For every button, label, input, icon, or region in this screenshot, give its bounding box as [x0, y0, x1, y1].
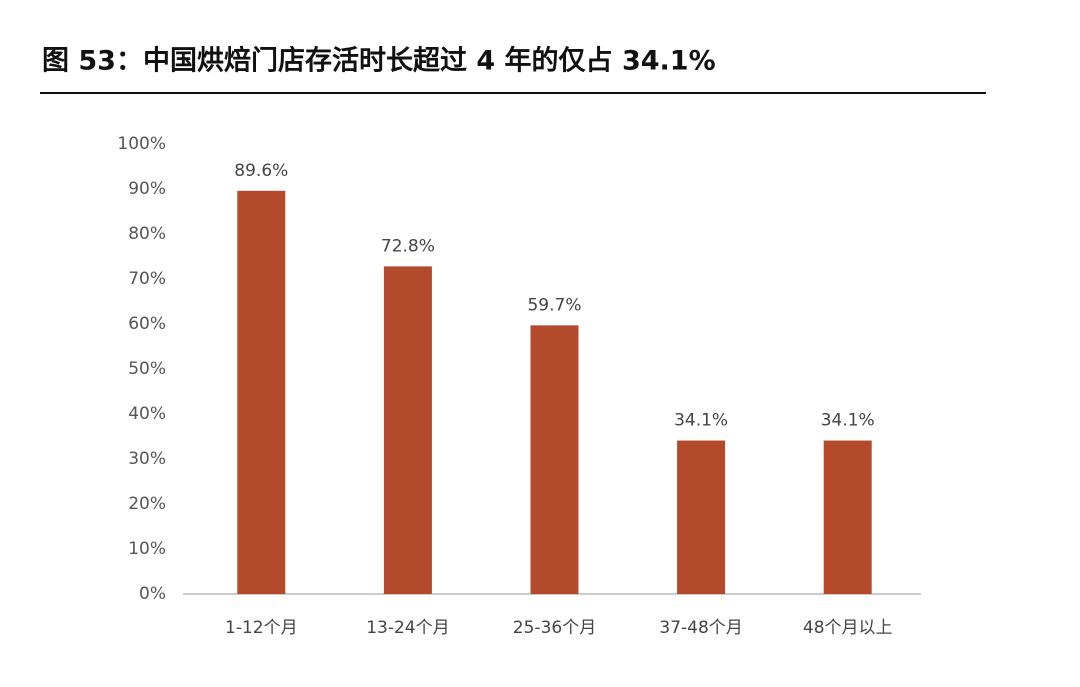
value-label: 89.6%	[234, 161, 288, 181]
value-label: 72.8%	[381, 236, 435, 256]
y-tick-label: 0%	[139, 584, 166, 604]
bar	[823, 440, 872, 594]
chart-title: 图 53：中国烘焙门店存活时长超过 4 年的仅占 34.1%	[42, 45, 716, 77]
y-tick-label: 10%	[128, 539, 166, 559]
y-tick-label: 60%	[128, 314, 166, 334]
y-tick-label: 20%	[128, 494, 166, 514]
y-tick-label: 30%	[128, 449, 166, 469]
value-label: 34.1%	[821, 411, 875, 431]
x-tick-label: 1-12个月	[225, 618, 298, 638]
bar	[677, 440, 726, 594]
y-tick-label: 80%	[128, 224, 166, 244]
y-tick-label: 40%	[128, 404, 166, 424]
y-tick-label: 70%	[128, 269, 166, 289]
y-tick-label: 90%	[128, 179, 166, 199]
x-tick-label: 48个月以上	[803, 618, 893, 638]
y-tick-label: 100%	[117, 134, 166, 154]
y-tick-label: 50%	[128, 359, 166, 379]
value-label: 59.7%	[527, 295, 581, 315]
bar	[383, 266, 432, 594]
bar	[530, 325, 579, 594]
x-tick-label: 25-36个月	[513, 618, 596, 638]
bar	[237, 190, 286, 595]
value-label: 34.1%	[674, 411, 728, 431]
x-tick-label: 13-24个月	[366, 618, 449, 638]
x-tick-label: 37-48个月	[659, 618, 742, 638]
